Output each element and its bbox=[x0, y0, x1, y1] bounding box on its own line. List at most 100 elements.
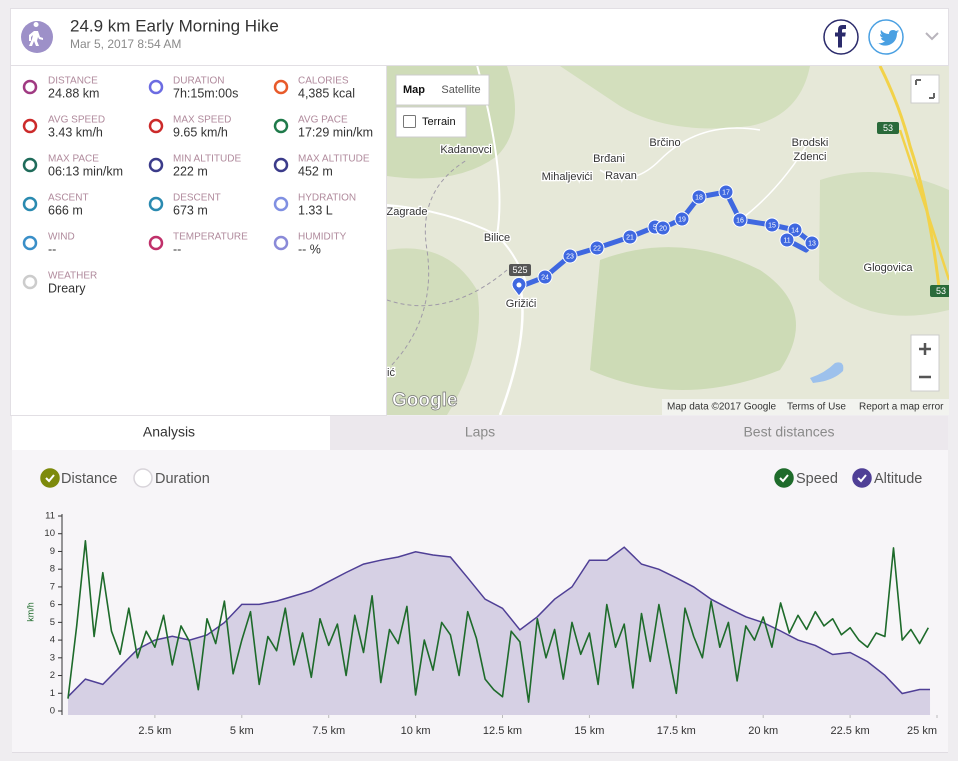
stat-label: MIN ALTITUDE bbox=[173, 154, 241, 165]
route-marker-dot bbox=[537, 269, 553, 285]
twitter-glyph[interactable] bbox=[877, 30, 899, 46]
place-label: Brodski bbox=[792, 137, 829, 149]
map-report[interactable]: Report a map error bbox=[859, 402, 944, 413]
facebook-share[interactable] bbox=[823, 19, 859, 55]
y-tick-label: 9 bbox=[50, 546, 55, 557]
place-label: Kadanovci bbox=[440, 144, 491, 156]
x-tick-label: 10 km bbox=[401, 725, 431, 737]
terrain-patch bbox=[560, 66, 810, 129]
terrain-label[interactable]: Terrain bbox=[422, 116, 456, 128]
road bbox=[898, 129, 949, 281]
road bbox=[498, 284, 524, 415]
tab[interactable] bbox=[630, 416, 948, 450]
toggle-circle[interactable] bbox=[40, 468, 60, 488]
toggle-check[interactable] bbox=[857, 474, 867, 483]
stat-label: AVG SPEED bbox=[48, 115, 105, 126]
stat-label: ASCENT bbox=[48, 193, 89, 204]
stat-label: MAX SPEED bbox=[173, 115, 231, 126]
route-marker: 15 bbox=[764, 217, 780, 233]
stat-icon bbox=[273, 118, 289, 134]
place-label: Zagrade bbox=[387, 206, 428, 218]
stat-item: TEMPERATURE-- bbox=[148, 232, 248, 256]
map-terms[interactable]: Terms of Use bbox=[787, 402, 846, 413]
terrain-checkbox[interactable] bbox=[403, 115, 416, 128]
place-label: Mihaljevići bbox=[542, 171, 593, 183]
toggle-circle[interactable] bbox=[852, 468, 872, 488]
route-marker: 11 bbox=[779, 232, 795, 248]
toggle-circle[interactable] bbox=[133, 468, 153, 488]
legend-label[interactable]: Altitude bbox=[874, 471, 922, 487]
legend-toggle[interactable]: Duration bbox=[133, 468, 210, 488]
stat-label: MAX ALTITUDE bbox=[298, 154, 370, 165]
legend-toggle[interactable]: Distance bbox=[40, 468, 117, 488]
x-tick-label: 7.5 km bbox=[312, 725, 345, 737]
stat-value: 666 m bbox=[48, 203, 83, 217]
road bbox=[599, 127, 761, 179]
route-marker-label: 5 bbox=[653, 224, 657, 231]
stat-label: WIND bbox=[48, 232, 75, 243]
toggle-circle[interactable] bbox=[774, 468, 794, 488]
header-card bbox=[10, 8, 949, 66]
legend-toggle[interactable]: Speed bbox=[774, 468, 838, 488]
route-marker-dot bbox=[674, 211, 690, 227]
twitter-share[interactable] bbox=[868, 19, 904, 55]
road-number: 525 bbox=[512, 265, 527, 275]
route-marker: 22 bbox=[589, 240, 605, 256]
fullscreen-icon bbox=[915, 79, 935, 99]
tab-label[interactable]: Laps bbox=[465, 424, 495, 440]
route-marker-dot bbox=[622, 229, 638, 245]
map-type-button[interactable]: Satellite bbox=[441, 84, 480, 96]
x-tick-label: 17.5 km bbox=[657, 725, 696, 737]
legend-label[interactable]: Speed bbox=[796, 471, 838, 487]
stat-value: 06:13 min/km bbox=[48, 164, 123, 178]
road-shield bbox=[509, 264, 531, 276]
x-tick-label: 5 km bbox=[230, 725, 254, 737]
facebook-glyph[interactable] bbox=[835, 25, 846, 48]
stat-label: HUMIDITY bbox=[298, 232, 347, 243]
route-marker-label: 19 bbox=[678, 216, 686, 223]
stat-value: -- bbox=[173, 242, 181, 256]
altitude-line bbox=[67, 546, 930, 698]
stat-value: 9.65 km/h bbox=[173, 125, 228, 139]
legend-toggle[interactable]: Altitude bbox=[852, 468, 922, 488]
y-tick-label: 5 bbox=[50, 617, 55, 628]
tab-label[interactable]: Best distances bbox=[743, 424, 834, 440]
map-type-button[interactable]: Map bbox=[403, 84, 425, 96]
speed-line bbox=[67, 540, 930, 703]
x-mode-label[interactable]: Duration bbox=[155, 471, 210, 487]
road-number: 53 bbox=[936, 286, 946, 296]
fullscreen-button[interactable] bbox=[910, 74, 940, 104]
route-marker: 19 bbox=[674, 211, 690, 227]
route-marker-label: 13 bbox=[808, 240, 816, 247]
stat-icon bbox=[148, 196, 164, 212]
toggle-check[interactable] bbox=[779, 474, 789, 483]
collapse-chevron[interactable] bbox=[925, 32, 939, 41]
stat-icon bbox=[273, 79, 289, 95]
stat-label: HYDRATION bbox=[298, 193, 356, 204]
zoom-in[interactable] bbox=[919, 343, 931, 355]
stat-label: AVG PACE bbox=[298, 115, 348, 126]
route-marker: 13 bbox=[804, 235, 820, 251]
toggle-check[interactable] bbox=[45, 474, 55, 483]
tab[interactable] bbox=[12, 416, 330, 450]
y-tick-label: 2 bbox=[50, 670, 55, 681]
place-label: Brčino bbox=[649, 137, 680, 149]
place-label: Brđani bbox=[593, 153, 625, 165]
tab[interactable] bbox=[330, 416, 630, 450]
y-tick-label: 1 bbox=[50, 688, 55, 699]
x-mode-label[interactable]: Distance bbox=[61, 471, 117, 487]
y-axis-label: km/h bbox=[25, 602, 35, 622]
route-marker-label: 17 bbox=[722, 189, 730, 196]
lake bbox=[810, 362, 844, 383]
tab-label[interactable]: Analysis bbox=[143, 424, 195, 440]
route-marker: 24 bbox=[537, 269, 553, 285]
road bbox=[878, 66, 942, 297]
y-tick-label: 8 bbox=[50, 564, 55, 575]
stats-panel bbox=[10, 65, 387, 416]
